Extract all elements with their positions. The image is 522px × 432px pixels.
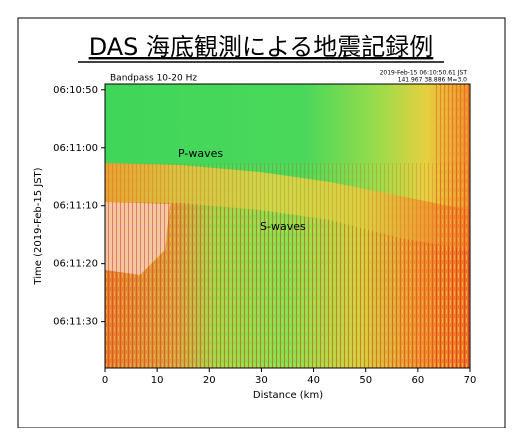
y-tick-label: 06:10:50 xyxy=(53,85,98,96)
x-tick-label: 40 xyxy=(307,375,320,386)
y-axis-label: Time (2019-Feb-15 JST) xyxy=(33,167,44,285)
slide-title: DAS 海底観測による地震記録例 xyxy=(89,33,434,61)
x-tick-label: 60 xyxy=(411,375,424,386)
annotation: S-waves xyxy=(260,220,306,233)
subtitle: Bandpass 10-20 Hz xyxy=(110,74,197,84)
x-tick-label: 30 xyxy=(255,375,268,386)
y-tick-label: 06:11:00 xyxy=(53,143,98,154)
y-tick-label: 06:11:20 xyxy=(53,259,98,270)
event-location: 141.967 38.886 M=3.0 xyxy=(398,77,468,84)
event-time: 2019-Feb-15 06:10:50.61 JST xyxy=(380,70,468,77)
x-tick-label: 50 xyxy=(359,375,372,386)
x-axis-label: Distance (km) xyxy=(253,390,323,401)
y-tick-label: 06:11:30 xyxy=(53,317,98,328)
x-tick-label: 70 xyxy=(464,375,477,386)
x-tick-label: 10 xyxy=(151,375,164,386)
y-tick-label: 06:11:10 xyxy=(53,201,98,212)
annotation: P-waves xyxy=(178,147,223,160)
plot-frame xyxy=(104,83,471,369)
x-tick-label: 20 xyxy=(203,375,216,386)
x-tick-label: 0 xyxy=(102,375,108,386)
waterfall-image xyxy=(105,84,470,368)
